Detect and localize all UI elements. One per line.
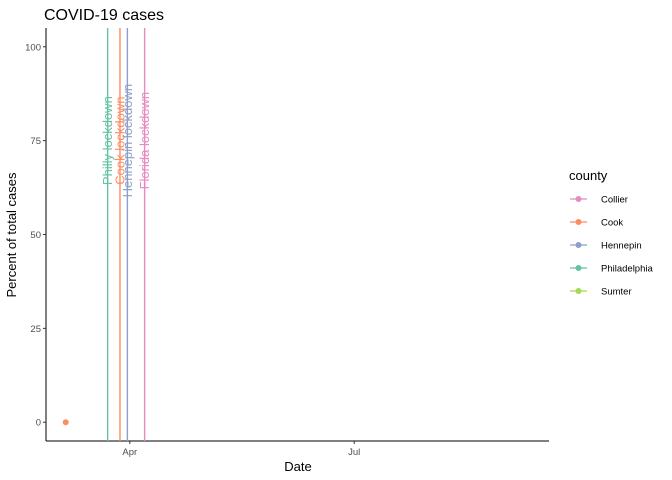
legend-title: county — [569, 168, 608, 183]
y-tick-label: 50 — [30, 230, 41, 241]
legend-label: Collier — [601, 195, 628, 206]
lockdown-label: Cook lockdown — [112, 97, 127, 185]
y-axis-ticks: 0 25 50 75 100 — [25, 42, 46, 429]
y-tick-label: 25 — [30, 324, 41, 335]
lockdown-label: Florida lockdown — [137, 92, 152, 190]
legend-entry: Collier — [570, 195, 628, 206]
lockdown-label: Hennepin lockdown — [120, 84, 135, 197]
x-tick-label: Apr — [122, 447, 137, 458]
y-tick-label: 75 — [30, 136, 41, 147]
legend-label: Philadelphia — [601, 264, 653, 275]
legend-entries: Collier Cook Hennepin Philadelphia Sumter — [570, 195, 653, 298]
legend-key-dot — [575, 242, 582, 248]
legend-entry: Cook — [570, 218, 623, 229]
y-tick-label: 0 — [36, 418, 41, 429]
legend-label: Cook — [601, 218, 623, 229]
lockdown-label: Philly lockdown — [100, 96, 115, 185]
y-axis-title: Percent of total cases — [4, 172, 19, 298]
x-axis-ticks: Apr Jul — [122, 441, 360, 458]
chart-title: COVID-19 cases — [44, 7, 164, 24]
legend-key-dot — [575, 288, 582, 294]
legend-entry: Hennepin — [570, 241, 642, 252]
x-axis-title: Date — [284, 459, 311, 474]
data-points — [62, 419, 69, 426]
legend-label: Hennepin — [601, 241, 642, 252]
legend: county Collier Cook Hennepin Philadelphia Su… — [569, 168, 653, 298]
legend-key-dot — [575, 265, 582, 271]
legend-key-dot — [575, 196, 582, 202]
legend-entry: Philadelphia — [570, 264, 653, 275]
data-point — [62, 419, 69, 426]
y-tick-label: 100 — [25, 42, 41, 53]
legend-entry: Sumter — [570, 287, 632, 298]
x-tick-label: Jul — [348, 447, 360, 458]
legend-label: Sumter — [601, 287, 632, 298]
legend-key-dot — [575, 219, 582, 225]
